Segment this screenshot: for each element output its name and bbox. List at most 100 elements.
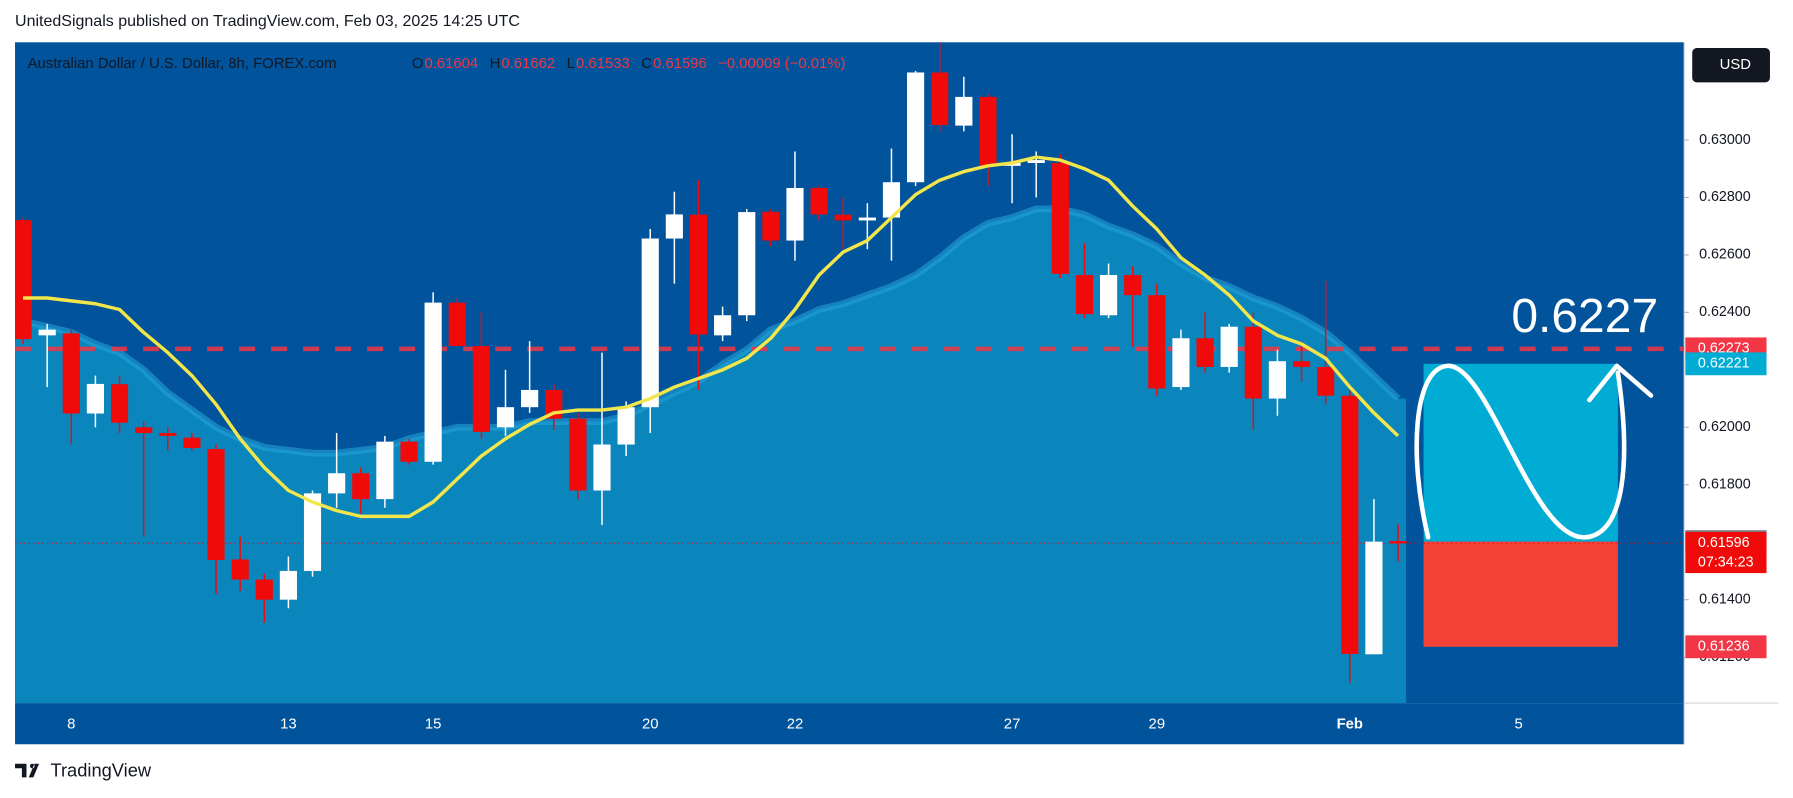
candle-body [15,220,32,340]
candle-body [593,444,611,491]
candle-body [496,407,515,428]
candle-body [882,182,901,218]
x-tick-label: 29 [1149,717,1166,733]
time-axis-background [15,703,1685,745]
candle-body [979,96,997,167]
candle-body [762,211,780,241]
candle-body [1148,295,1166,389]
y-tick-label: 0.61400 [1699,591,1751,607]
currency-label[interactable]: USD [1720,57,1752,73]
candle-body [159,433,177,436]
candle-body [907,72,925,183]
legend-value: 0.61533 [576,56,630,72]
last-price-badge [1685,531,1767,574]
price-axis: 0.612000.614000.618000.620000.624000.626… [1684,132,1767,665]
x-tick-label: 5 [1515,717,1523,733]
candle-body [424,302,442,462]
y-tick-label: 0.62800 [1699,189,1751,205]
brand-name: TradingView [50,760,151,781]
candle-body [738,212,756,316]
drawn-curve [1414,363,1627,540]
candle-body [1317,366,1335,396]
y-tick-label: 0.62000 [1699,419,1751,435]
currency-button[interactable] [1692,48,1770,83]
candle-body [641,238,659,408]
target-zone [1423,363,1618,542]
plot [15,42,1685,704]
candle-body [376,441,394,500]
stop-badge [1685,635,1767,659]
candle-body [1365,541,1383,655]
candle-body [521,389,539,408]
legend-key: C [641,56,652,72]
candle-body [569,418,587,491]
candle-body [1196,338,1214,367]
last-price-label: 0.61596 [1698,535,1750,551]
candle-body [448,302,466,346]
candle-body [62,333,80,414]
candle-body [1100,275,1118,316]
cloud-area [15,208,1407,704]
candle-body [231,559,249,580]
x-tick-label: 27 [1004,717,1021,733]
legend-key: O [412,56,424,72]
y-tick-label: 0.62600 [1699,247,1751,263]
candle-body [303,493,322,571]
overlay [1414,363,1654,540]
candle-body [1220,326,1238,367]
legend-value: 0.61604 [424,56,478,72]
candle-body [1389,541,1407,544]
candle-body [1341,395,1359,654]
target-label: 0.62221 [1698,356,1750,372]
candle-body [352,473,370,500]
brand-logo [15,763,40,778]
candle-body [834,214,852,221]
candle-body [328,473,346,494]
x-tick-label: 15 [425,717,442,733]
candle-body [38,329,56,336]
target-badge [1685,352,1767,376]
candle-body [1244,326,1262,399]
candle-body [183,437,201,448]
legend-value: 0.61596 [653,56,707,72]
candle-body [1051,162,1069,274]
candle-body [955,96,973,126]
y-tick-label: 0.61800 [1699,477,1751,493]
candle-body [400,441,418,462]
x-tick-label: Feb [1337,717,1363,733]
candle-body [207,449,225,561]
x-tick-label: 20 [642,717,659,733]
candle-body [86,383,104,414]
candle-body [1268,361,1287,399]
candle-body [279,570,297,600]
legend-title: Australian Dollar / U.S. Dollar, 8h, FOR… [28,56,337,72]
x-tick-label: 13 [280,717,297,733]
candle-body [255,579,273,600]
level-annotation: 0.6227 [1511,290,1658,343]
stop-label: 0.61236 [1698,639,1750,655]
candle-body [858,217,876,221]
candle-body [931,72,949,126]
candle-body [110,384,129,423]
candle-body [1292,361,1311,367]
x-tick-label: 8 [67,717,75,733]
candle-body [135,427,153,434]
candle-body [714,315,732,336]
legend: O 0.61604 H 0.61662 L 0.61533 C 0.61596 −0.00009… [412,56,846,72]
x-tick-label: 22 [787,717,804,733]
y-tick-label: 0.63000 [1699,132,1751,148]
candle-body [665,214,683,239]
candle-body [1027,160,1045,163]
drawn-arrow-head [1587,363,1654,403]
ma-line [23,155,1400,519]
legend-change: −0.00009 (−0.01%) [718,56,845,72]
candle-body [1124,275,1142,296]
legend-value: 0.61662 [501,56,555,72]
candle-body [1172,338,1190,388]
candle-body [1075,275,1094,315]
last-price-countdown: 07:34:23 [1698,555,1754,571]
candle-body [472,345,490,432]
candle-body [786,187,804,241]
candle-body [689,214,708,335]
